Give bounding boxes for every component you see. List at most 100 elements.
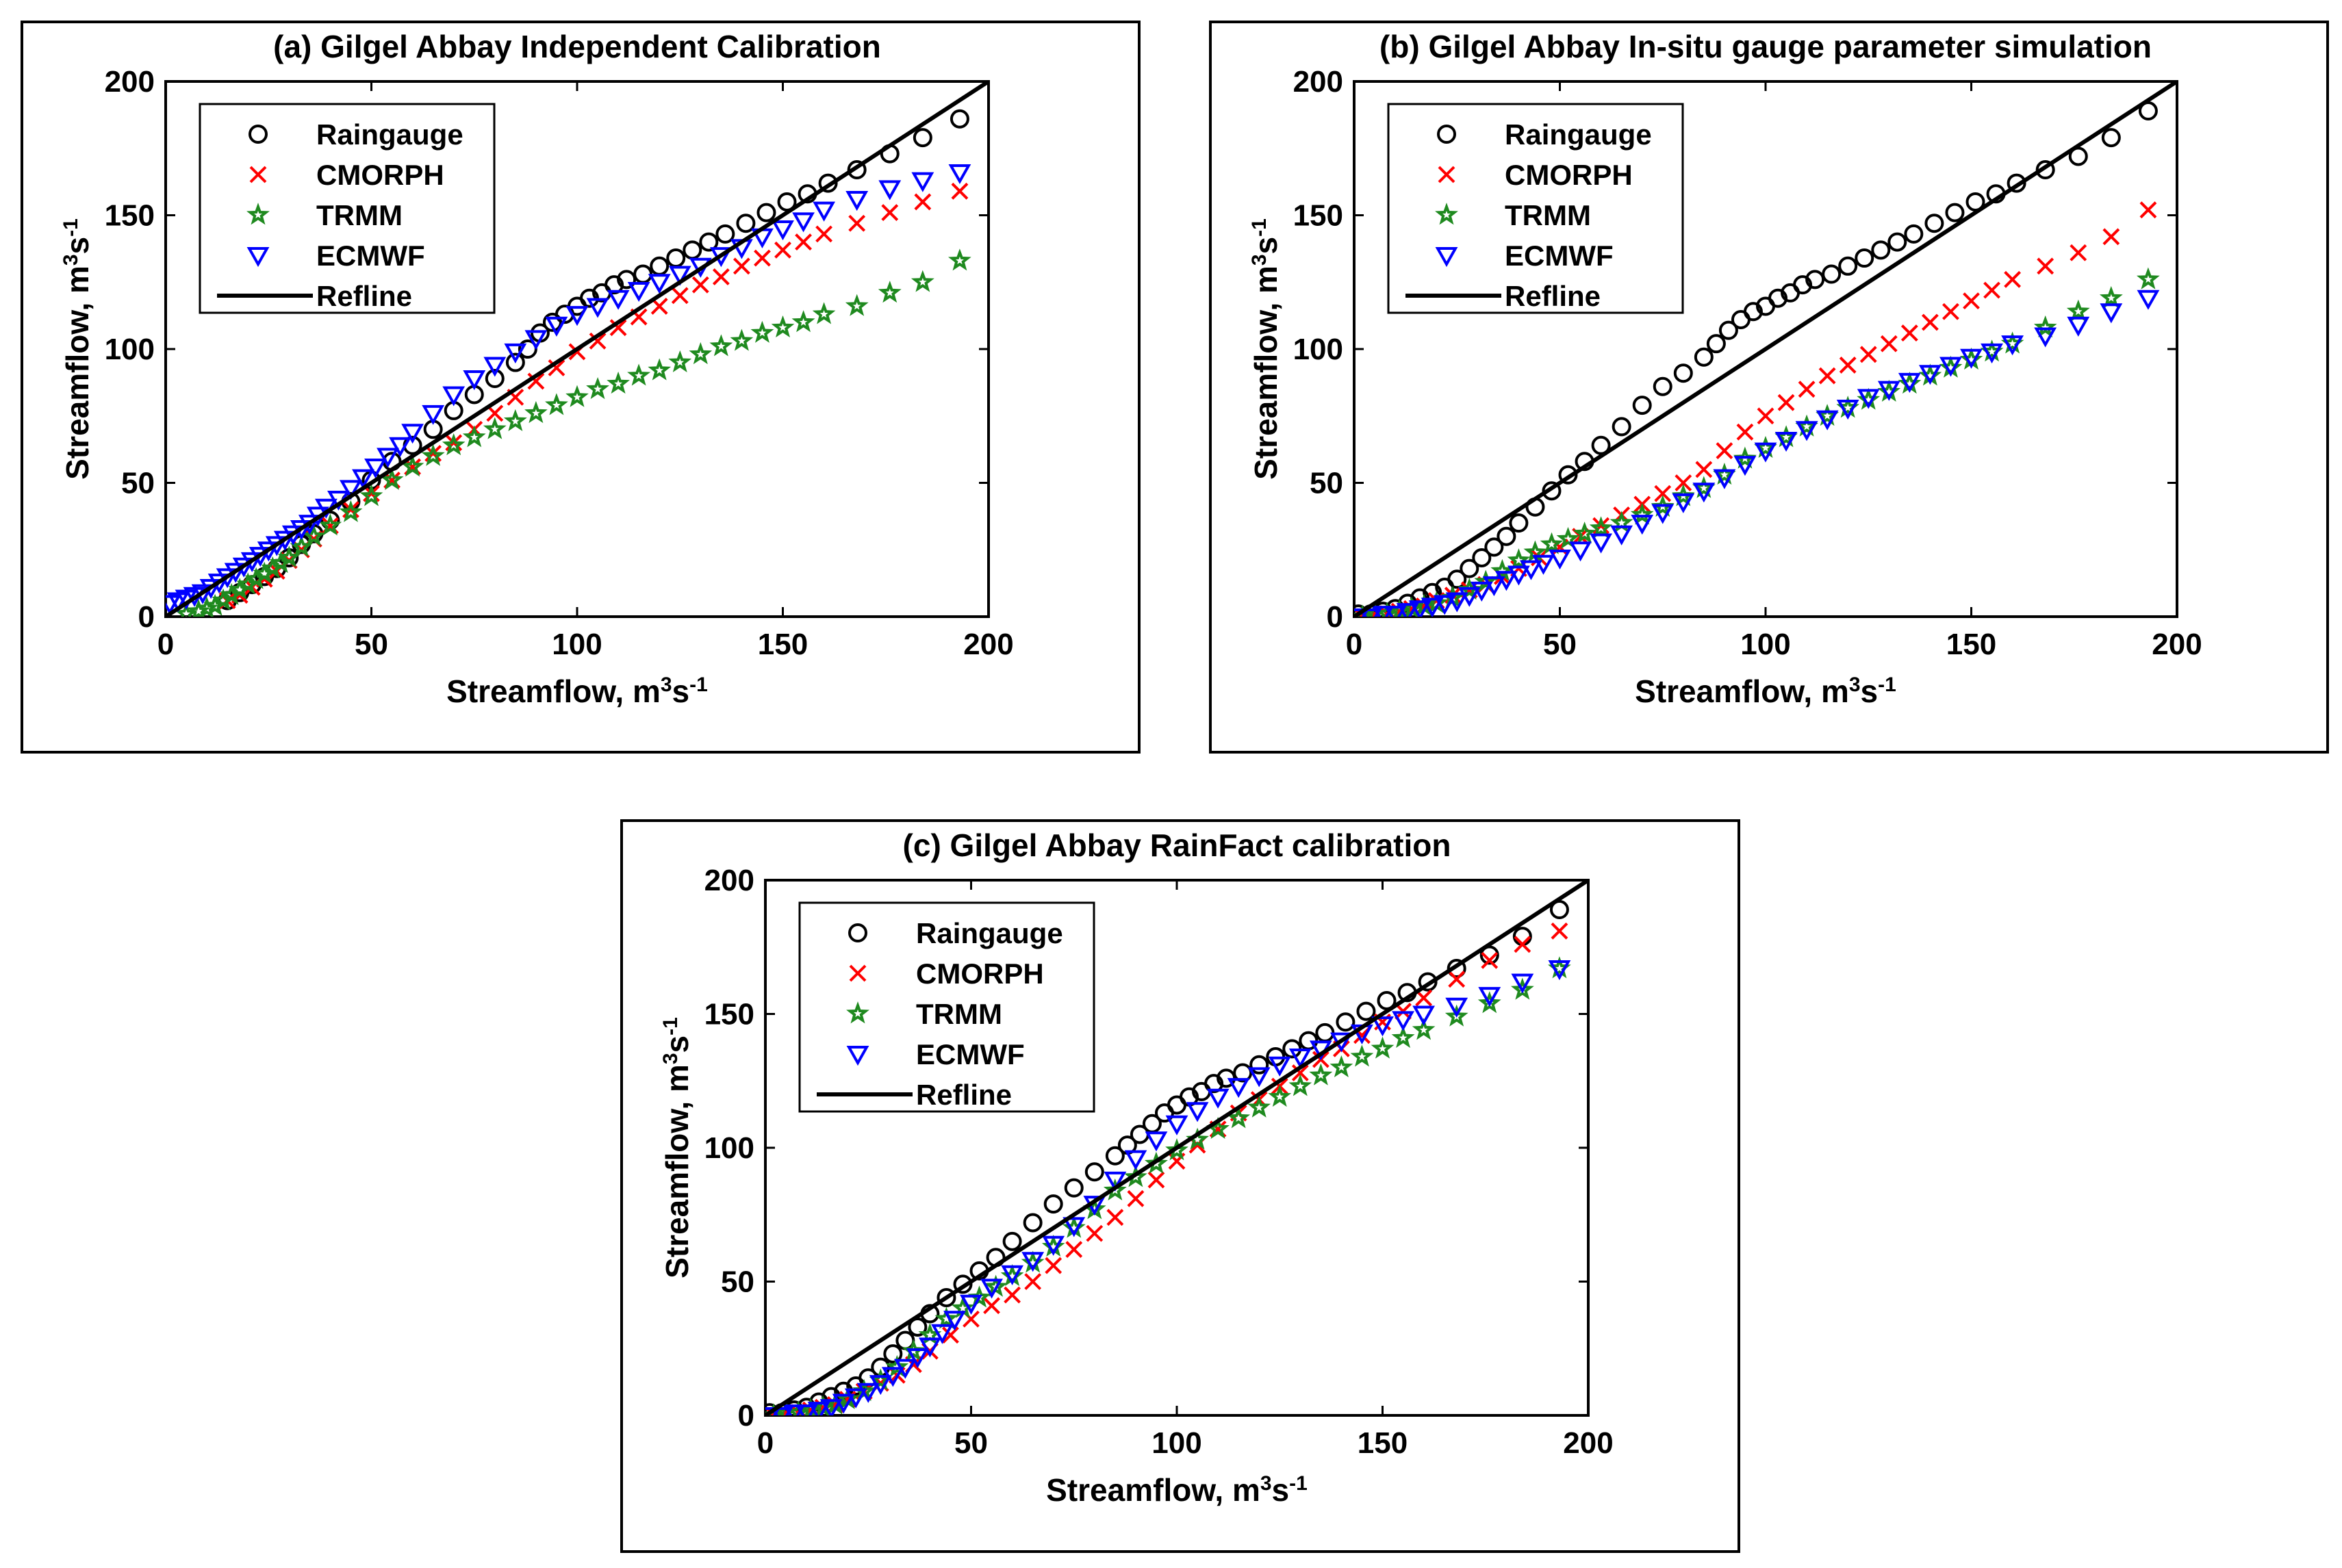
y-tick-label: 50 bbox=[1310, 467, 1343, 500]
raingauge-point bbox=[1472, 548, 1492, 567]
refline-line bbox=[1354, 81, 2177, 617]
ecmwf-point bbox=[792, 212, 815, 233]
ecmwf-point bbox=[2100, 303, 2123, 324]
cmorph-point bbox=[983, 1297, 1000, 1315]
raingauge-point bbox=[1377, 990, 1397, 1010]
ecmwf-point bbox=[1836, 400, 1859, 420]
ecmwf-point bbox=[1651, 504, 1675, 524]
trmm-point bbox=[380, 467, 404, 490]
legend-label-refline: Refline bbox=[316, 280, 412, 312]
y-tick-label: 50 bbox=[721, 1265, 754, 1299]
ecmwf-point bbox=[1507, 565, 1530, 586]
ecmwf-point bbox=[1548, 960, 1571, 981]
trmm-point bbox=[1165, 1138, 1188, 1161]
raingauge-point bbox=[2068, 146, 2088, 166]
legend-label-raingauge: Raingauge bbox=[316, 118, 463, 151]
trmm-point bbox=[1288, 1074, 1312, 1096]
ecmwf-point bbox=[918, 1337, 941, 1358]
ecmwf-point bbox=[1877, 381, 1900, 401]
raingauge-point bbox=[1447, 569, 1467, 589]
cmorph-point bbox=[691, 276, 709, 294]
raingauge-point bbox=[908, 1317, 928, 1337]
cmorph-point bbox=[1551, 922, 1568, 940]
chart-b-svg: (b) Gilgel Abbay In-situ gauge parameter… bbox=[1248, 29, 2202, 709]
ecmwf-point bbox=[1371, 606, 1395, 617]
ecmwf-point bbox=[377, 448, 399, 468]
raingauge-point bbox=[1204, 1074, 1224, 1094]
trmm-point bbox=[1556, 526, 1580, 550]
trmm-point bbox=[1350, 1044, 1374, 1067]
trmm-point bbox=[689, 342, 713, 365]
raingauge-point bbox=[604, 275, 624, 295]
y-tick-label: 100 bbox=[1293, 333, 1343, 366]
legend-label-refline: Refline bbox=[916, 1079, 1012, 1111]
trmm-point bbox=[318, 513, 342, 536]
cmorph-point bbox=[671, 287, 689, 305]
x-tick-label: 50 bbox=[355, 628, 388, 661]
y-tick-label: 150 bbox=[105, 199, 155, 233]
ecmwf-point bbox=[1898, 372, 1921, 393]
raingauge-point bbox=[1105, 1146, 1125, 1166]
raingauge-point bbox=[666, 248, 686, 268]
ecmwf-point bbox=[1692, 483, 1716, 503]
trmm-point bbox=[947, 248, 971, 271]
ecmwf-point bbox=[442, 386, 466, 407]
cmorph-point bbox=[1481, 951, 1499, 969]
trmm-point bbox=[483, 417, 507, 439]
ecmwf-point bbox=[1569, 541, 1592, 562]
cmorph-point bbox=[589, 332, 607, 350]
legend-label-raingauge: Raingauge bbox=[1505, 118, 1652, 151]
data-layer bbox=[1354, 81, 2177, 617]
cmorph-point bbox=[1859, 346, 1877, 363]
cmorph-point bbox=[1147, 1171, 1165, 1189]
trmm-point bbox=[1247, 1095, 1271, 1118]
raingauge-point bbox=[485, 369, 505, 389]
raingauge-point bbox=[950, 109, 969, 129]
chart-title: (c) Gilgel Abbay RainFact calibration bbox=[903, 827, 1451, 863]
ecmwf-point bbox=[772, 220, 794, 241]
cmorph-point bbox=[1514, 936, 1531, 953]
ecmwf-point bbox=[1042, 1235, 1065, 1256]
x-tick-label: 100 bbox=[1151, 1426, 1201, 1460]
ecmwf-point bbox=[1206, 1088, 1230, 1109]
raingauge-point bbox=[1497, 526, 1516, 546]
cmorph-point bbox=[795, 233, 812, 251]
legend-label-trmm: TRMM bbox=[1505, 199, 1591, 231]
ecmwf-point bbox=[1590, 533, 1613, 554]
ecmwf-point bbox=[1713, 469, 1736, 489]
raingauge-point bbox=[1838, 256, 1858, 276]
ecmwf-point bbox=[1268, 1056, 1291, 1077]
series-ecmwf bbox=[1354, 290, 2160, 617]
legend-raingauge-swatch bbox=[249, 125, 268, 144]
chart-panel-c: (c) Gilgel Abbay RainFact calibration 0 50… bbox=[620, 819, 1740, 1553]
trmm-point bbox=[1309, 1063, 1333, 1085]
data-layer bbox=[166, 81, 989, 617]
cmorph-point bbox=[2102, 228, 2120, 246]
x-tick-label: 100 bbox=[552, 628, 602, 661]
trmm-point bbox=[565, 385, 589, 407]
x-tick-label: 200 bbox=[963, 628, 1013, 661]
raingauge-point bbox=[1558, 465, 1578, 485]
legend-trmm-swatch bbox=[246, 203, 270, 225]
ecmwf-point bbox=[1371, 1016, 1394, 1037]
raingauge-point bbox=[736, 214, 756, 233]
x-tick-label: 150 bbox=[1946, 628, 1996, 661]
cmorph-point bbox=[951, 182, 969, 200]
trmm-point bbox=[730, 329, 754, 351]
trmm-point bbox=[845, 294, 869, 316]
ecmwf-point bbox=[1124, 1150, 1147, 1170]
raingauge-point bbox=[1673, 363, 1693, 383]
legend-label-trmm: TRMM bbox=[316, 199, 403, 231]
cmorph-point bbox=[815, 225, 833, 243]
cmorph-point bbox=[1839, 357, 1857, 374]
ecmwf-point bbox=[422, 404, 445, 425]
trmm-point bbox=[421, 444, 445, 466]
x-tick-label: 0 bbox=[1346, 628, 1362, 661]
cmorph-point bbox=[1880, 335, 1898, 352]
ecmwf-point bbox=[1816, 410, 1839, 430]
raingauge-point bbox=[1632, 396, 1652, 415]
ecmwf-point bbox=[627, 281, 650, 303]
cmorph-point bbox=[733, 257, 750, 275]
raingauge-point bbox=[505, 352, 525, 372]
legend: Raingauge CMORPH TRMM ECMWF Refline bbox=[1387, 103, 1684, 314]
